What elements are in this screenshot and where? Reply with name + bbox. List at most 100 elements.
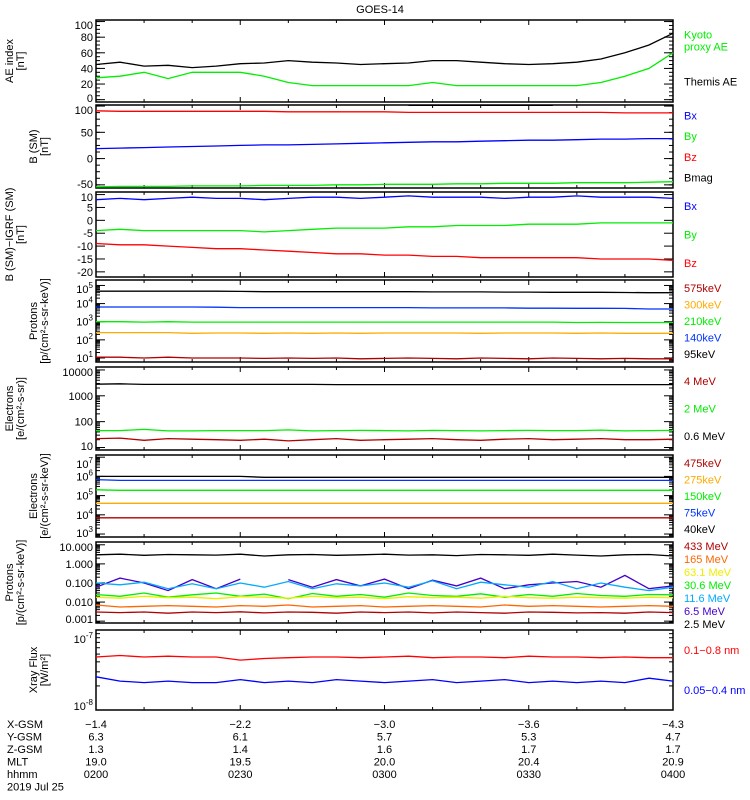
y-tick-label: 5 [87,202,93,214]
y-tick-label-base: 10 [76,528,88,540]
y-axis-label: Protons [4,563,16,601]
series-line-Bz [95,242,674,261]
y-tick-label-exponent: -7 [86,631,94,640]
ephemeris-value: 0330 [517,769,541,781]
series-line-40keV [96,475,673,478]
legend-line: 300keV [684,300,722,312]
y-tick-label-exponent: 3 [89,525,94,534]
y-tick-label-base: 0 [87,93,93,105]
y-tick-label: 40 [81,63,93,75]
legend-label: 4 MeV [684,376,716,388]
ephemeris-value: 20.9 [662,757,683,769]
legend-line: Bx [684,110,697,122]
legend-label: 475keV [684,458,722,470]
legend-line: Bx [684,201,697,213]
y-tick-label-base: 10 [81,441,93,453]
y-tick-label: 0.001 [65,614,93,626]
series-line-11.6-MeV [95,580,674,592]
y-tick-label: 101 [76,350,93,365]
y-tick-label-base: 10000 [62,367,93,379]
y-axis-label: Xray Flux [28,646,40,693]
ephemeris-value: 4.7 [665,732,680,744]
legend-line: 2.5 MeV [684,619,726,631]
y-tick-label-exponent: 1 [89,350,94,359]
series-line-4-MeV [95,437,674,442]
y-tick-label: 107 [76,456,93,471]
y-tick-label: 20 [81,79,93,91]
legend-label: 150keV [684,491,722,503]
y-tick-label-base: 10 [76,353,88,365]
y-axis-label: [p/(cm²-s-sr-keV)] [15,540,27,626]
legend-line: Themis AE [684,77,737,89]
legend-line: 275keV [684,475,722,487]
ephemeris-value: 19.0 [85,757,106,769]
y-tick-label: 1000 [69,391,93,403]
y-axis-label: B (SM)−IGRF (SM) [4,188,16,282]
legend-label: 75keV [684,507,716,519]
ephemeris-row-label: hhmm [7,769,38,781]
y-tick-label: 105 [76,281,93,296]
y-tick-label-base: 0 [87,154,93,166]
series-line-30.6-MeV [95,592,674,600]
legend-line: 210keV [684,316,722,328]
ephemeris-value: 0300 [372,769,396,781]
y-tick-label-exponent: 4 [89,296,94,305]
ephemeris-value: 1.7 [665,744,680,756]
y-tick-label-base: 10 [76,317,88,329]
ephemeris-row-label: X-GSM [7,719,43,731]
ephemeris-row-label: Y-GSM [7,732,42,744]
series-line-75keV [95,478,673,482]
ephemeris-value: 5.7 [377,732,392,744]
y-tick-label: -50 [77,179,93,191]
y-tick-label-base: 10 [76,335,88,347]
y-tick-label-base: 10 [81,192,93,204]
series-line-2.5-MeV [95,553,674,557]
legend-label: By [684,230,697,242]
y-tick-label: -15 [77,254,93,266]
y-tick-label: 104 [76,296,93,311]
y-tick-label-base: -10 [77,241,93,253]
y-tick-label: 100 [75,105,93,117]
y-tick-label: -5 [83,228,93,240]
y-tick-label: 0 [87,154,93,166]
legend-line: 63.1 MeV [684,567,732,579]
ephemeris-row-label: MLT [7,757,28,769]
y-tick-label-base: 100 [75,20,93,32]
ephemeris-value: 0400 [661,769,685,781]
ephemeris-value: −2.2 [229,719,251,731]
series-line-150keV [95,489,673,491]
y-tick-label-base: 0 [87,215,93,227]
series-line-By [95,181,674,188]
y-tick-label: 0.100 [65,578,93,590]
series-line-6.5-MeV [288,574,674,590]
panel-frame [95,454,674,538]
ephemeris-value: 1.3 [88,744,103,756]
legend-label: 40keV [684,524,716,536]
series-line-0.05-0.4-nm [95,676,674,684]
y-tick-label-base: 5 [87,202,93,214]
series-line-Themis-AE [95,32,674,69]
series-line-Bx [95,195,674,201]
legend-label: 165 MeV [684,554,729,566]
ephemeris-value: 1.4 [233,744,248,756]
y-tick-label-exponent: 5 [89,281,94,290]
legend-line: 40keV [684,524,716,536]
y-tick-label-exponent: -8 [86,698,94,707]
legend-label: Bx [684,201,697,213]
y-tick-label: 103 [76,525,93,540]
panel-frame [95,366,674,451]
legend-label: 63.1 MeV [684,567,732,579]
y-axis-label: [nT] [39,137,51,156]
y-tick-label-base: 80 [81,32,93,44]
legend-label: 0.1−0.8 nm [684,645,739,657]
y-tick-label: 50 [81,127,93,139]
panel-1: -50 0 50 100 B (SM) [nT] Bx By Bz Bmag [28,104,713,191]
y-axis-label: AE index [4,38,16,83]
ephemeris-value: 0200 [84,769,108,781]
ephemeris-value: −4.3 [662,719,684,731]
legend-line: 0.05−0.4 nm [684,685,745,697]
ephemeris-value: −3.0 [374,719,396,731]
